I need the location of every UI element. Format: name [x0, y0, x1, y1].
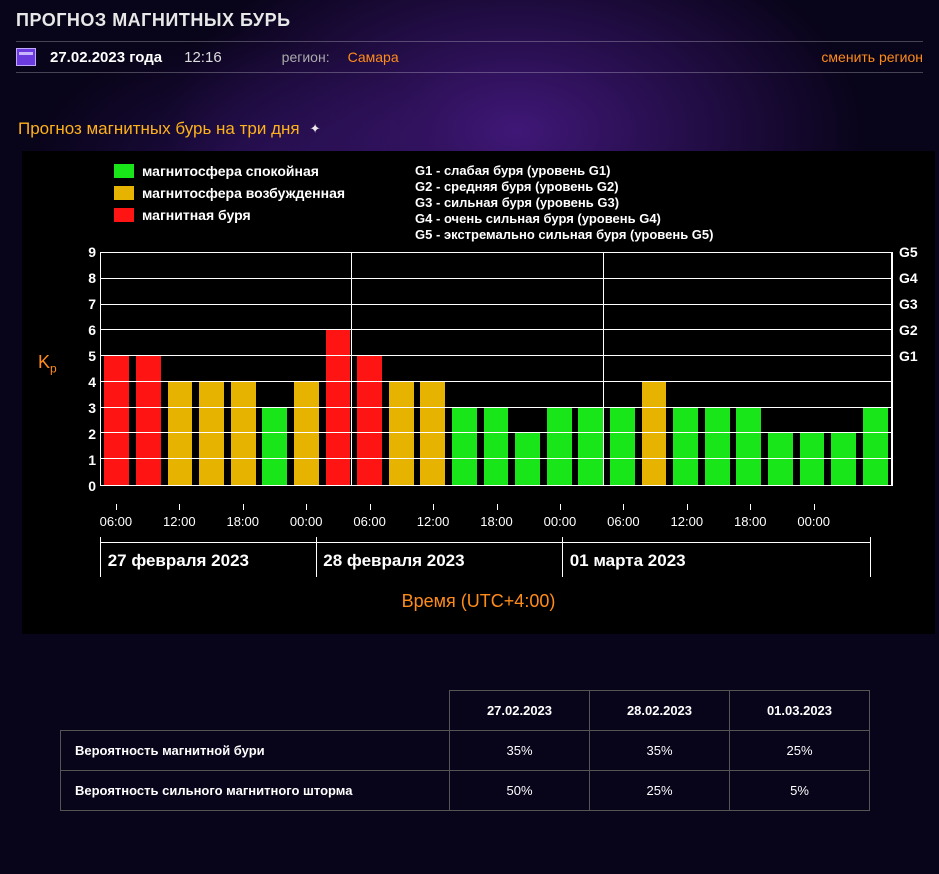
- x-tick: 18:00: [226, 514, 259, 529]
- date-text: 27.02.2023 года: [50, 49, 162, 66]
- table-row: Вероятность магнитной бури35%35%25%: [61, 731, 870, 771]
- y-tick: 5: [88, 348, 96, 364]
- x-axis-label: Время (UTC+4:00): [36, 591, 921, 612]
- day-labels: 27 февраля 2023 28 февраля 2023 01 марта 2…: [100, 542, 870, 573]
- x-tick: 18:00: [734, 514, 767, 529]
- g-tick: G3: [899, 296, 918, 312]
- calendar-icon: [16, 48, 36, 66]
- bar: [262, 408, 287, 485]
- bar: [610, 408, 635, 485]
- legend-swatch: [114, 208, 134, 222]
- plot-grid: [100, 252, 893, 486]
- legend-item: магнитосфера спокойная: [114, 163, 345, 179]
- info-bar: 27.02.2023 года 12:16 регион: Самара сме…: [16, 41, 923, 73]
- day-label: 27 февраля 2023: [108, 551, 249, 571]
- g-scale-item: G1 - слабая буря (уровень G1): [415, 163, 713, 178]
- probability-table: 27.02.202328.02.202301.03.2023 Вероятнос…: [60, 690, 870, 811]
- table-cell: 35%: [450, 731, 590, 771]
- x-tick: 12:00: [417, 514, 450, 529]
- x-tick: 00:00: [290, 514, 323, 529]
- y-tick: 0: [88, 478, 96, 494]
- bar: [452, 408, 477, 485]
- bar: [484, 408, 509, 485]
- table-cell: 5%: [730, 771, 870, 811]
- subtitle-text: Прогноз магнитных бурь на три дня: [18, 119, 300, 139]
- legend-item: магнитосфера возбужденная: [114, 185, 345, 201]
- day-label: 01 марта 2023: [570, 551, 686, 571]
- legend-item: магнитная буря: [114, 207, 345, 223]
- chart-card: магнитосфера спокойная магнитосфера возбу…: [22, 151, 935, 634]
- y-tick: 9: [88, 244, 96, 260]
- bar-chart: Kp 0123456789 G1G2G3G4G5: [36, 252, 921, 512]
- sparkle-icon: ✦: [310, 121, 321, 137]
- y-tick: 8: [88, 270, 96, 286]
- bar: [736, 408, 761, 485]
- bar: [104, 356, 129, 485]
- x-tick: 06:00: [100, 514, 133, 529]
- bar: [578, 408, 603, 485]
- g-scale-item: G3 - сильная буря (уровень G3): [415, 195, 713, 210]
- legend-status: магнитосфера спокойная магнитосфера возбу…: [114, 163, 345, 242]
- bars-layer: [101, 253, 891, 485]
- g-tick: G4: [899, 270, 918, 286]
- g-tick: G2: [899, 322, 918, 338]
- y-axis-label: Kp: [38, 352, 57, 376]
- legend-swatch: [114, 164, 134, 178]
- time-text: 12:16: [184, 49, 222, 66]
- y-tick: 7: [88, 296, 96, 312]
- table-header: 28.02.2023: [590, 691, 730, 731]
- bar: [673, 408, 698, 485]
- x-tick: 12:00: [163, 514, 196, 529]
- x-tick: 00:00: [797, 514, 830, 529]
- bar: [705, 408, 730, 485]
- y-axis: 0123456789: [70, 252, 96, 486]
- legend-label: магнитная буря: [142, 207, 251, 223]
- bar: [547, 408, 572, 485]
- bar: [136, 356, 161, 485]
- x-tick: 06:00: [353, 514, 386, 529]
- table-header: 27.02.2023: [450, 691, 590, 731]
- g-scale-item: G5 - экстремально сильная буря (уровень …: [415, 227, 713, 242]
- x-tick: 12:00: [671, 514, 704, 529]
- y-tick: 4: [88, 374, 96, 390]
- region-value: Самара: [348, 49, 399, 65]
- g-tick: G1: [899, 348, 918, 364]
- bar: [357, 356, 382, 485]
- table-row: Вероятность сильного магнитного шторма50…: [61, 771, 870, 811]
- legend-swatch: [114, 186, 134, 200]
- g-scale-item: G2 - средняя буря (уровень G2): [415, 179, 713, 194]
- row-label: Вероятность сильного магнитного шторма: [61, 771, 450, 811]
- y-tick: 6: [88, 322, 96, 338]
- bar: [863, 408, 888, 485]
- g-scale-item: G4 - очень сильная буря (уровень G4): [415, 211, 713, 226]
- change-region-link[interactable]: сменить регион: [821, 49, 923, 65]
- day-label: 28 февраля 2023: [323, 551, 464, 571]
- right-axis: G1G2G3G4G5: [895, 252, 921, 486]
- table-cell: 25%: [730, 731, 870, 771]
- legend-label: магнитосфера возбужденная: [142, 185, 345, 201]
- bar: [326, 330, 351, 485]
- g-tick: G5: [899, 244, 918, 260]
- table-header: 01.03.2023: [730, 691, 870, 731]
- y-tick: 2: [88, 426, 96, 442]
- subtitle: Прогноз магнитных бурь на три дня ✦: [18, 119, 923, 139]
- legend-g-scale: G1 - слабая буря (уровень G1)G2 - средня…: [415, 163, 713, 242]
- table-cell: 35%: [590, 731, 730, 771]
- table-cell: 50%: [450, 771, 590, 811]
- row-label: Вероятность магнитной бури: [61, 731, 450, 771]
- legend-label: магнитосфера спокойная: [142, 163, 319, 179]
- y-tick: 1: [88, 452, 96, 468]
- x-tick: 18:00: [480, 514, 513, 529]
- x-tick: 00:00: [544, 514, 577, 529]
- region-label: регион:: [282, 49, 330, 65]
- x-tick: 06:00: [607, 514, 640, 529]
- y-tick: 3: [88, 400, 96, 416]
- x-ticks: 06:00 12:00 18:00 00:00 06:00 12:00 18:00 00:00…: [100, 512, 893, 534]
- table-cell: 25%: [590, 771, 730, 811]
- page-title: ПРОГНОЗ МАГНИТНЫХ БУРЬ: [16, 10, 923, 31]
